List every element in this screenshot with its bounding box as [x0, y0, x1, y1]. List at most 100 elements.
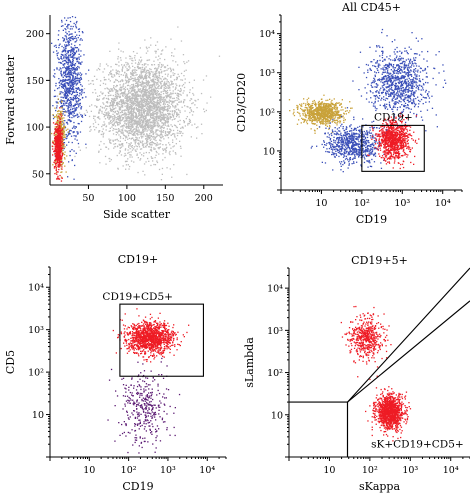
point [150, 105, 152, 107]
point [115, 86, 117, 88]
point [121, 111, 123, 113]
point [72, 55, 74, 57]
point [172, 83, 175, 85]
point [120, 132, 122, 134]
point [73, 97, 75, 100]
point [116, 128, 118, 130]
point [118, 88, 121, 90]
point [130, 127, 133, 129]
point [79, 93, 81, 95]
point [62, 139, 65, 142]
point [119, 122, 121, 124]
point [104, 123, 106, 125]
point [52, 114, 54, 116]
point [128, 120, 131, 122]
point [320, 123, 322, 125]
point [169, 93, 171, 95]
point [160, 129, 163, 131]
point [145, 52, 148, 54]
point [94, 129, 96, 131]
point [78, 146, 80, 148]
point [130, 151, 132, 153]
point [51, 132, 53, 135]
point [148, 86, 151, 88]
point [200, 92, 203, 95]
point [129, 103, 131, 105]
point [152, 157, 154, 159]
point [114, 105, 116, 107]
point [166, 131, 169, 133]
point [136, 120, 138, 122]
point [157, 123, 160, 125]
point [67, 115, 69, 117]
point [126, 116, 128, 118]
point [94, 115, 96, 117]
point [157, 134, 159, 136]
point [153, 107, 155, 109]
point [161, 96, 163, 98]
point [138, 105, 141, 108]
point [99, 130, 101, 132]
point [60, 143, 62, 145]
point [144, 82, 146, 85]
point [61, 51, 63, 53]
point [55, 164, 57, 166]
point [104, 155, 107, 158]
point [76, 68, 78, 70]
point [104, 94, 107, 97]
point [64, 102, 66, 104]
point [172, 106, 174, 108]
point [144, 115, 146, 117]
point [94, 89, 96, 91]
point [67, 25, 69, 27]
point [116, 101, 119, 103]
point [128, 130, 130, 132]
point [149, 77, 151, 79]
point [163, 123, 165, 125]
point [153, 82, 155, 85]
point [193, 94, 195, 96]
point [134, 108, 136, 110]
point [301, 108, 303, 111]
point [151, 79, 153, 82]
point [162, 153, 164, 155]
point [156, 79, 159, 81]
point [102, 71, 104, 73]
point [157, 79, 159, 81]
point [133, 90, 136, 93]
point [170, 75, 172, 77]
point [72, 58, 74, 60]
point [92, 83, 95, 85]
point [125, 126, 127, 128]
point [103, 116, 105, 118]
point [128, 69, 130, 71]
y-tick-label: 200 [26, 29, 44, 40]
point [140, 148, 143, 150]
point [164, 103, 167, 105]
point [72, 67, 75, 69]
point [68, 161, 70, 163]
point [141, 111, 143, 113]
point [131, 94, 133, 96]
point [57, 141, 59, 143]
point [63, 47, 65, 49]
point [160, 99, 162, 102]
point [139, 103, 141, 105]
point [175, 87, 177, 89]
point [116, 98, 118, 100]
point [55, 147, 57, 149]
point [118, 106, 120, 108]
point [192, 92, 194, 95]
point [132, 125, 134, 127]
point [138, 123, 140, 125]
point [59, 139, 61, 141]
point [109, 102, 111, 104]
point [137, 81, 139, 83]
point [109, 105, 111, 107]
point [110, 139, 112, 141]
point [64, 96, 66, 98]
point [146, 91, 148, 93]
point [129, 143, 131, 146]
point [113, 107, 116, 110]
